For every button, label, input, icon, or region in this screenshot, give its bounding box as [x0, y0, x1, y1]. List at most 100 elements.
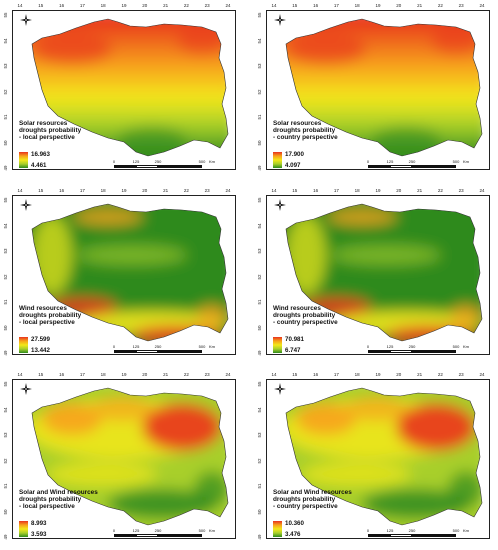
- lon-tick-label: 18: [354, 188, 360, 193]
- scale-label: 250: [154, 159, 162, 164]
- map-title-line-3: - country perspective: [273, 503, 338, 511]
- lat-tick-label: 52: [3, 273, 9, 280]
- lon-tick-label: 20: [142, 188, 148, 193]
- lon-tick-label: 14: [17, 372, 23, 377]
- scale-segment: [390, 165, 412, 168]
- legend-max-value: 17.900: [285, 151, 304, 158]
- scale-segment: [158, 534, 202, 537]
- lon-tick-label: 22: [437, 3, 443, 8]
- band-central: [331, 245, 441, 265]
- scale-segment: [114, 534, 136, 537]
- hotspot-carpathians: [386, 326, 476, 341]
- scale-label: 0: [112, 344, 116, 349]
- scale-bar: 0 125 250 500 Km: [367, 159, 478, 169]
- map-fill-layer: [286, 204, 482, 341]
- scale-segment: [368, 350, 390, 353]
- scale-label: 0: [112, 159, 116, 164]
- scale-label: 500: [452, 159, 460, 164]
- lat-tick-label: 53: [3, 248, 9, 254]
- scale-label: 125: [386, 528, 394, 533]
- lat-tick-label: 51: [3, 114, 9, 120]
- scale-label: 125: [132, 528, 140, 533]
- low-south: [117, 126, 187, 154]
- lon-tick-label: 16: [313, 188, 319, 193]
- scale-label: 0: [112, 528, 116, 533]
- band-central: [47, 462, 157, 486]
- lon-tick-label: 15: [292, 188, 298, 193]
- lat-tick-label: 54: [257, 222, 263, 229]
- lon-tick-label: 19: [121, 188, 127, 193]
- lon-tick-label: 20: [396, 372, 402, 377]
- map-panel-1: Solar resources droughts probability - l…: [2, 2, 240, 174]
- lat-tick-label: 51: [257, 299, 263, 305]
- map-title-line-1: Wind resources: [273, 305, 321, 312]
- legend-max-value: 27.599: [31, 336, 50, 343]
- scale-label: 250: [408, 528, 416, 533]
- map-fill-layer: [32, 388, 228, 525]
- lat-tick-label: 52: [257, 457, 263, 464]
- lon-tick-label: 17: [333, 188, 339, 193]
- scale-label: 500: [198, 528, 206, 533]
- legend-color-ramp: [273, 521, 282, 537]
- lon-tick-label: 19: [375, 3, 381, 8]
- hotspot-north: [346, 397, 406, 421]
- country-outline: [31, 203, 229, 342]
- lon-tick-label: 20: [396, 3, 402, 8]
- scale-label: 500: [198, 344, 206, 349]
- lon-tick-label: 18: [354, 3, 360, 8]
- scale-label: 500: [452, 344, 460, 349]
- map-title-line-2: droughts probability: [19, 312, 82, 320]
- lon-tick-label: 22: [183, 188, 189, 193]
- lon-tick-label: 23: [458, 188, 464, 193]
- lon-tick-label: 24: [225, 3, 231, 8]
- lat-tick-label: 50: [3, 324, 9, 331]
- scale-label: 125: [386, 159, 394, 164]
- scale-segment: [412, 350, 456, 353]
- scale-unit: Km: [209, 159, 215, 164]
- lon-tick-label: 24: [479, 372, 485, 377]
- lat-tick-label: 55: [3, 197, 9, 203]
- lat-tick-label: 50: [3, 508, 9, 515]
- scale-segment: [136, 350, 158, 353]
- scale-label: 500: [198, 159, 206, 164]
- lat-tick-label: 53: [257, 248, 263, 254]
- scale-bar: 0 125 250 500 Km: [112, 344, 224, 354]
- coast-band: [73, 209, 143, 225]
- legend-max-value: 8.993: [31, 520, 47, 527]
- map-title-line-3: - local perspective: [19, 503, 75, 511]
- lon-tick-label: 16: [59, 372, 65, 377]
- lat-tick-label: 52: [257, 88, 263, 95]
- scale-segment: [158, 165, 202, 168]
- lat-tick-label: 50: [3, 139, 9, 146]
- band-west: [286, 215, 326, 295]
- scale-segment: [114, 350, 136, 353]
- scale-bar: 0 125 250 500 Km: [367, 528, 478, 538]
- lon-tick-label: 19: [121, 372, 127, 377]
- lon-tick-label: 19: [375, 372, 381, 377]
- lon-tick-label: 14: [271, 188, 277, 193]
- map-fill-layer: [32, 19, 228, 156]
- lat-tick-label: 54: [3, 37, 9, 44]
- lat-tick-label: 51: [3, 299, 9, 305]
- map-title-line-3: - country perspective: [273, 134, 338, 142]
- scale-label: 0: [366, 344, 370, 349]
- lat-tick-label: 55: [3, 12, 9, 18]
- lon-tick-label: 17: [333, 3, 339, 8]
- map-panel-4: Wind resources droughts probability - co…: [256, 187, 494, 359]
- lon-tick-label: 14: [17, 188, 23, 193]
- legend-min-value: 6.747: [285, 347, 301, 354]
- scale-unit: Km: [463, 344, 469, 349]
- low-southeast: [194, 471, 228, 507]
- lon-tick-label: 14: [17, 3, 23, 8]
- scale-bar: 0 125 250 500 Km: [112, 528, 224, 538]
- legend-max-value: 16.963: [31, 151, 50, 158]
- map-panel-5: Solar and Wind resources droughts probab…: [2, 371, 240, 543]
- map-title: Solar resources droughts probability - c…: [273, 120, 338, 142]
- map-fill-layer: [286, 19, 482, 156]
- lon-tick-label: 20: [142, 3, 148, 8]
- scale-segment: [136, 534, 158, 537]
- scale-label: 125: [386, 344, 394, 349]
- lat-tick-label: 54: [3, 406, 9, 413]
- lon-tick-label: 14: [271, 3, 277, 8]
- scale-label: 250: [408, 159, 416, 164]
